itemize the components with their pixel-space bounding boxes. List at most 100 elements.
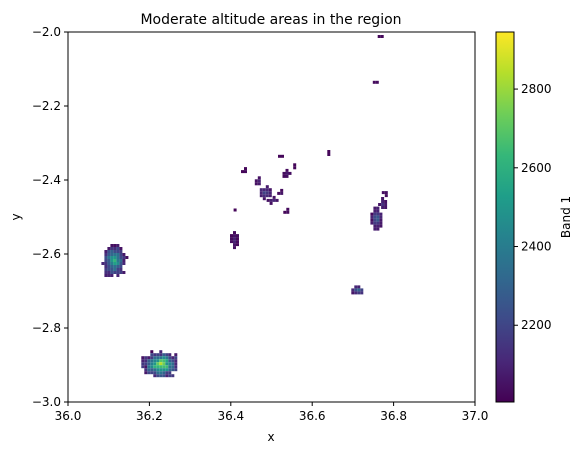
- raster-cell: [265, 191, 269, 195]
- raster-cell: [104, 253, 108, 256]
- raster-cell: [373, 227, 377, 231]
- raster-cell: [380, 35, 384, 38]
- raster-cell: [165, 365, 169, 369]
- raster-cell: [262, 197, 266, 201]
- raster-cell: [259, 194, 263, 198]
- raster-cell: [107, 268, 111, 271]
- raster-cell: [147, 368, 151, 372]
- raster-cell: [153, 353, 157, 357]
- raster-cell: [153, 368, 157, 372]
- raster-cell: [113, 250, 117, 253]
- x-tick-label: 36.4: [217, 409, 244, 423]
- raster-cell: [384, 200, 388, 203]
- raster-cell: [153, 356, 157, 360]
- raster-cell: [104, 268, 108, 271]
- raster-cell: [381, 197, 385, 200]
- raster-cell: [119, 262, 123, 265]
- raster-cell: [165, 359, 169, 363]
- raster-cell: [110, 265, 114, 268]
- raster-cell: [119, 247, 123, 250]
- raster-cell: [357, 288, 361, 292]
- raster-cell: [162, 356, 166, 360]
- raster-cell: [268, 191, 272, 195]
- y-tick-label: −2.2: [32, 99, 61, 113]
- raster-cell: [144, 368, 148, 372]
- y-tick-label: −3.0: [32, 395, 61, 409]
- raster-cell: [119, 250, 123, 253]
- raster-cell: [168, 368, 172, 372]
- raster-cell: [233, 243, 236, 247]
- raster-cell: [265, 188, 269, 192]
- x-tick-label: 37.0: [462, 409, 489, 423]
- raster-cell: [360, 288, 364, 292]
- raster-cell: [376, 227, 380, 231]
- raster-cell: [159, 365, 163, 369]
- y-tick-label: −2.8: [32, 321, 61, 335]
- raster-cell: [147, 371, 151, 375]
- raster-cell: [119, 265, 123, 268]
- raster-cell: [280, 188, 284, 192]
- raster-cell: [119, 268, 123, 271]
- raster-cell: [147, 362, 151, 366]
- raster-cell: [171, 374, 175, 378]
- altitude-region: [351, 285, 364, 295]
- raster-cell: [113, 262, 117, 265]
- raster-cell: [110, 274, 114, 277]
- raster-cell: [104, 271, 108, 274]
- raster-cell: [384, 191, 388, 195]
- raster-cell: [373, 206, 377, 210]
- raster-cell: [379, 215, 383, 219]
- raster-cell: [116, 253, 120, 256]
- raster-cell: [156, 374, 160, 378]
- raster-cell: [379, 212, 383, 216]
- raster-cell: [156, 368, 160, 372]
- raster-cell: [150, 350, 154, 354]
- plot-background: [68, 32, 475, 402]
- x-tick-label: 36.6: [299, 409, 326, 423]
- raster-cell: [150, 371, 154, 375]
- raster-cell: [265, 194, 269, 198]
- raster-cell: [286, 210, 290, 214]
- raster-cell: [233, 208, 237, 212]
- raster-cell: [293, 166, 297, 170]
- raster-cell: [384, 203, 388, 206]
- raster-cell: [162, 374, 166, 378]
- raster-cell: [384, 194, 388, 198]
- raster-cell: [144, 362, 148, 366]
- raster-cell: [144, 356, 148, 360]
- altitude-region: [266, 195, 279, 205]
- raster-cell: [233, 246, 236, 250]
- raster-cell: [113, 271, 117, 274]
- chart-title: Moderate altitude areas in the region: [140, 12, 401, 28]
- altitude-region: [259, 185, 272, 201]
- raster-cell: [107, 265, 111, 268]
- raster-cell: [384, 206, 388, 209]
- raster-cell: [376, 215, 380, 219]
- raster-cell: [101, 262, 105, 265]
- raster-cell: [351, 288, 355, 292]
- raster-cell: [257, 176, 261, 180]
- y-tick-label: −2.0: [32, 25, 61, 39]
- raster-cell: [233, 240, 236, 244]
- raster-cell: [375, 80, 379, 84]
- raster-cell: [116, 265, 120, 268]
- raster-cell: [156, 362, 160, 366]
- raster-cell: [153, 359, 157, 363]
- raster-cell: [165, 353, 169, 357]
- altitude-region: [372, 80, 379, 84]
- raster-cell: [351, 291, 355, 295]
- raster-cell: [262, 194, 266, 198]
- raster-cell: [357, 291, 361, 295]
- raster-cell: [153, 365, 157, 369]
- raster-cell: [230, 234, 233, 238]
- raster-cell: [379, 218, 383, 222]
- raster-cell: [110, 259, 114, 262]
- raster-cell: [257, 182, 261, 186]
- raster-cell: [165, 362, 169, 366]
- raster-cell: [113, 247, 117, 250]
- raster-cell: [107, 262, 111, 265]
- raster-cell: [373, 212, 377, 216]
- raster-cell: [233, 234, 236, 238]
- raster-cell: [278, 154, 281, 158]
- x-axis: 36.0 36.2 36.4 36.6 36.8 37.0: [55, 402, 489, 423]
